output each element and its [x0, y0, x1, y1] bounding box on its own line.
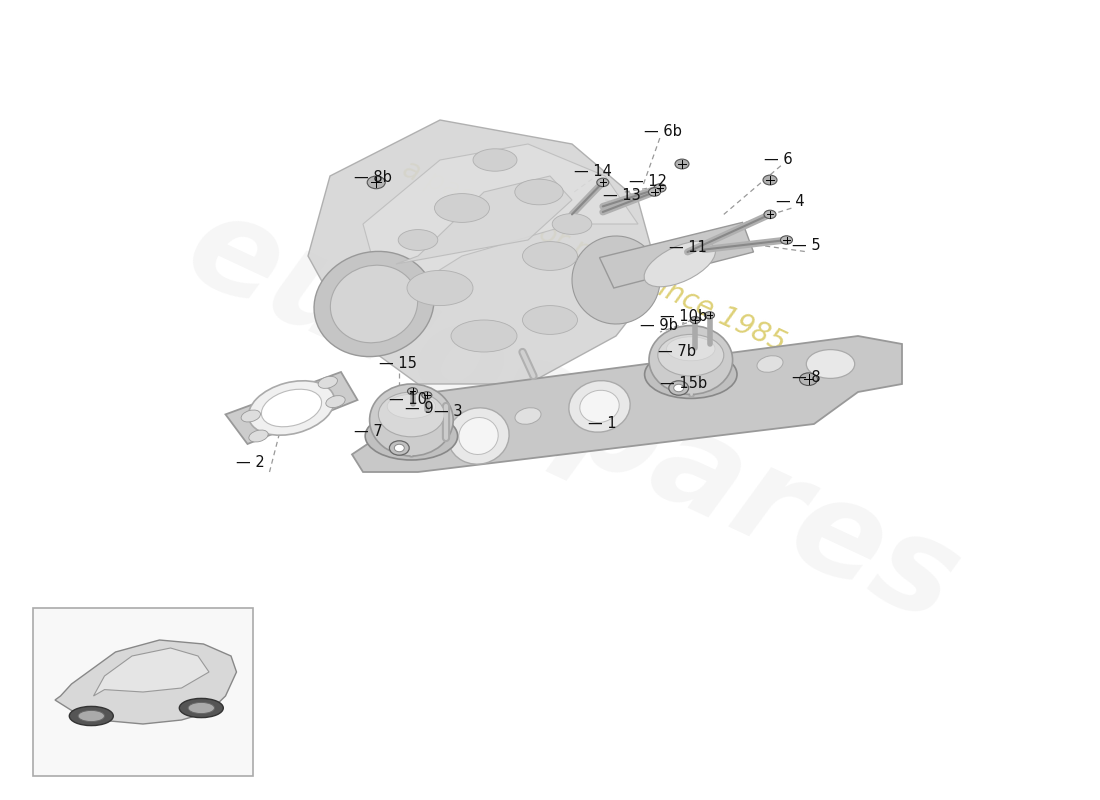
- Ellipse shape: [249, 381, 334, 435]
- Ellipse shape: [552, 214, 592, 234]
- Ellipse shape: [473, 149, 517, 171]
- Ellipse shape: [667, 337, 715, 361]
- Ellipse shape: [763, 175, 777, 185]
- Ellipse shape: [179, 698, 223, 718]
- Ellipse shape: [645, 350, 737, 398]
- Text: — 3: — 3: [434, 405, 463, 419]
- Text: — 9b: — 9b: [640, 318, 678, 333]
- Text: — 12: — 12: [629, 174, 668, 189]
- Ellipse shape: [522, 242, 578, 270]
- Text: — 6b: — 6b: [644, 124, 681, 138]
- Ellipse shape: [451, 320, 517, 352]
- Text: — 8b: — 8b: [354, 170, 392, 185]
- Ellipse shape: [569, 381, 630, 432]
- Ellipse shape: [365, 412, 458, 460]
- Ellipse shape: [407, 388, 418, 394]
- Ellipse shape: [764, 210, 776, 218]
- Text: — 1: — 1: [588, 417, 617, 431]
- Ellipse shape: [673, 384, 684, 392]
- Ellipse shape: [69, 706, 113, 726]
- Ellipse shape: [658, 334, 724, 376]
- Text: — 10b: — 10b: [660, 310, 707, 324]
- Ellipse shape: [314, 251, 435, 357]
- Ellipse shape: [649, 326, 733, 394]
- Polygon shape: [396, 176, 572, 264]
- Ellipse shape: [675, 159, 689, 169]
- Ellipse shape: [522, 306, 578, 334]
- Ellipse shape: [241, 410, 261, 422]
- Ellipse shape: [407, 270, 473, 306]
- Text: — 7b: — 7b: [658, 345, 696, 359]
- Text: — 9: — 9: [405, 402, 433, 416]
- Text: — 11: — 11: [669, 241, 706, 255]
- Ellipse shape: [318, 377, 338, 388]
- Ellipse shape: [387, 394, 436, 418]
- Ellipse shape: [78, 710, 104, 722]
- Bar: [33, 608, 253, 776]
- Text: eurospares: eurospares: [167, 182, 977, 650]
- Ellipse shape: [669, 381, 689, 395]
- Text: — 15b: — 15b: [660, 376, 707, 390]
- Ellipse shape: [448, 408, 509, 464]
- Ellipse shape: [515, 179, 563, 205]
- Polygon shape: [94, 648, 209, 696]
- Ellipse shape: [434, 194, 490, 222]
- Text: — 4: — 4: [776, 194, 804, 209]
- Ellipse shape: [459, 418, 498, 454]
- Ellipse shape: [649, 188, 660, 196]
- Ellipse shape: [398, 230, 438, 250]
- Ellipse shape: [781, 236, 792, 244]
- Ellipse shape: [597, 178, 608, 186]
- Text: — 10: — 10: [389, 393, 428, 407]
- Ellipse shape: [378, 392, 444, 437]
- Ellipse shape: [326, 396, 345, 407]
- Ellipse shape: [806, 350, 855, 378]
- Polygon shape: [363, 144, 638, 304]
- Polygon shape: [352, 336, 902, 472]
- Text: — 7: — 7: [354, 425, 383, 439]
- Text: a passion for parts since 1985: a passion for parts since 1985: [398, 154, 790, 358]
- Ellipse shape: [645, 242, 715, 286]
- Ellipse shape: [421, 392, 432, 398]
- Ellipse shape: [394, 444, 405, 452]
- Text: — 13: — 13: [603, 188, 640, 202]
- Polygon shape: [55, 640, 236, 724]
- Ellipse shape: [800, 373, 817, 386]
- Text: — 6: — 6: [764, 152, 793, 166]
- Polygon shape: [600, 222, 754, 288]
- Polygon shape: [226, 372, 358, 444]
- Ellipse shape: [370, 384, 453, 456]
- Ellipse shape: [704, 312, 715, 318]
- Ellipse shape: [580, 390, 619, 422]
- Text: — 8: — 8: [792, 370, 821, 385]
- Text: — 2: — 2: [236, 455, 265, 470]
- Ellipse shape: [702, 368, 728, 384]
- Text: — 15: — 15: [379, 356, 417, 370]
- Ellipse shape: [690, 317, 701, 323]
- Polygon shape: [308, 120, 660, 384]
- Text: — 5: — 5: [792, 238, 821, 253]
- Ellipse shape: [654, 184, 666, 192]
- Ellipse shape: [249, 430, 268, 442]
- Ellipse shape: [515, 408, 541, 424]
- Ellipse shape: [389, 441, 409, 455]
- Ellipse shape: [757, 356, 783, 372]
- Ellipse shape: [572, 236, 660, 324]
- Ellipse shape: [330, 265, 418, 343]
- Ellipse shape: [367, 176, 385, 189]
- Text: — 14: — 14: [574, 164, 612, 178]
- Ellipse shape: [188, 702, 214, 714]
- Ellipse shape: [262, 390, 321, 426]
